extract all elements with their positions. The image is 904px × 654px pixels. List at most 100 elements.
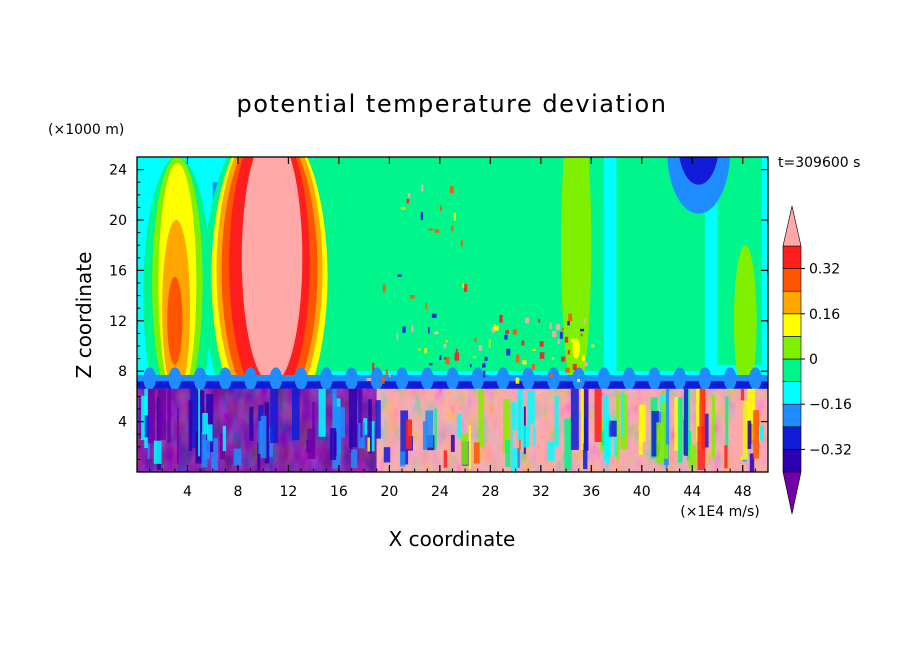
- speckle: [555, 324, 561, 331]
- colorbar-tick-label: 0.16: [809, 307, 840, 323]
- turbulent-streak: [307, 428, 316, 459]
- turbulent-streak: [699, 402, 702, 451]
- turbulent-streak: [434, 408, 437, 450]
- speckle: [577, 378, 581, 383]
- speckle: [504, 334, 508, 340]
- turbulent-streak: [530, 423, 534, 450]
- turbulent-streak: [547, 441, 555, 461]
- speckle: [539, 341, 544, 347]
- speckle: [524, 317, 530, 324]
- turbulent-streak: [468, 425, 472, 470]
- colorbar-segment: [782, 245, 802, 269]
- speckle: [449, 186, 454, 194]
- y-unit-label: (×1000 m): [48, 122, 124, 138]
- boundary-bump: [521, 367, 535, 391]
- colorbar-segment: [782, 358, 802, 382]
- turbulent-streak: [375, 400, 381, 439]
- turbulent-streak: [358, 388, 362, 443]
- boundary-bump: [143, 367, 156, 391]
- speckle: [366, 377, 372, 382]
- turbulent-streak: [614, 418, 617, 457]
- turbulent-streak: [478, 388, 484, 448]
- speckle: [549, 322, 552, 330]
- turbulent-streak: [732, 432, 739, 467]
- turbulent-streak: [760, 424, 764, 441]
- speckle: [424, 347, 427, 354]
- turbulent-streak: [337, 407, 345, 438]
- speckle: [407, 193, 411, 198]
- turbulent-streak: [206, 393, 214, 453]
- y-tick-label: 8: [118, 364, 127, 380]
- speckle: [583, 318, 587, 324]
- turbulent-streak: [260, 415, 267, 459]
- boundary-bump: [420, 367, 434, 391]
- speckle: [382, 284, 386, 293]
- turbulent-streak: [147, 388, 155, 444]
- turbulent-streak: [638, 407, 643, 455]
- speckle: [561, 327, 564, 331]
- turbulent-streak: [564, 418, 572, 471]
- speckle: [410, 294, 415, 299]
- speckle: [474, 337, 477, 343]
- speckle: [443, 357, 447, 361]
- boundary-bump: [319, 367, 333, 391]
- boundary-bump: [547, 367, 560, 391]
- speckle: [567, 349, 571, 355]
- speckle: [572, 363, 577, 371]
- speckle: [549, 373, 553, 378]
- speckle: [522, 359, 527, 365]
- turbulent-streak: [443, 450, 448, 468]
- turbulent-streak: [383, 447, 391, 463]
- speckle: [552, 330, 557, 338]
- speckle: [460, 240, 463, 247]
- x-tick-label: 32: [532, 484, 550, 500]
- speckle: [427, 327, 430, 334]
- turbulent-streak: [503, 398, 511, 454]
- speckle: [491, 327, 496, 333]
- turbulent-streak: [522, 425, 530, 448]
- turbulent-streak: [740, 400, 748, 460]
- y-tick-label: 12: [109, 314, 127, 330]
- colorbar-segment: [782, 268, 802, 292]
- turbulent-streak: [363, 418, 368, 435]
- colorbar-segment: [782, 403, 802, 428]
- plume-4: [733, 245, 757, 397]
- speckle: [435, 331, 439, 335]
- boundary-bump: [648, 367, 661, 391]
- speckle: [561, 356, 566, 362]
- x-tick-label: 12: [280, 484, 298, 500]
- speckle: [538, 319, 541, 323]
- turbulent-streak: [153, 440, 162, 464]
- speckle: [582, 355, 585, 362]
- boundary-bump: [496, 367, 510, 391]
- speckle: [515, 377, 520, 384]
- turbulent-streak: [425, 410, 434, 448]
- turbulent-streak: [725, 396, 729, 447]
- turbulent-streak: [699, 388, 706, 450]
- speckle: [434, 229, 440, 233]
- speckle: [396, 332, 399, 340]
- turbulent-streak: [665, 388, 670, 445]
- y-tick-label: 24: [109, 163, 127, 179]
- turbulent-streak: [450, 434, 455, 452]
- turbulent-streak: [540, 391, 544, 464]
- colorbar-min-arrow: [782, 471, 802, 515]
- speckle: [443, 343, 447, 349]
- x-tick-label: 20: [380, 484, 398, 500]
- turbulent-streak: [747, 388, 756, 441]
- turbulent-streak: [190, 388, 198, 448]
- plume-2: [241, 157, 303, 384]
- speckle: [464, 283, 468, 292]
- speckle: [505, 330, 509, 334]
- turbulent-streak: [144, 415, 149, 438]
- turbulent-streak: [198, 388, 201, 457]
- turbulent-streak: [167, 388, 171, 444]
- turbulent-streak: [711, 395, 716, 458]
- speckle: [445, 357, 450, 365]
- turbulent-streak: [177, 407, 180, 464]
- speckle: [478, 345, 483, 351]
- speckle: [580, 328, 585, 332]
- x-tick-label: 48: [734, 484, 752, 500]
- speckle: [455, 348, 458, 355]
- turbulent-streak: [258, 421, 263, 454]
